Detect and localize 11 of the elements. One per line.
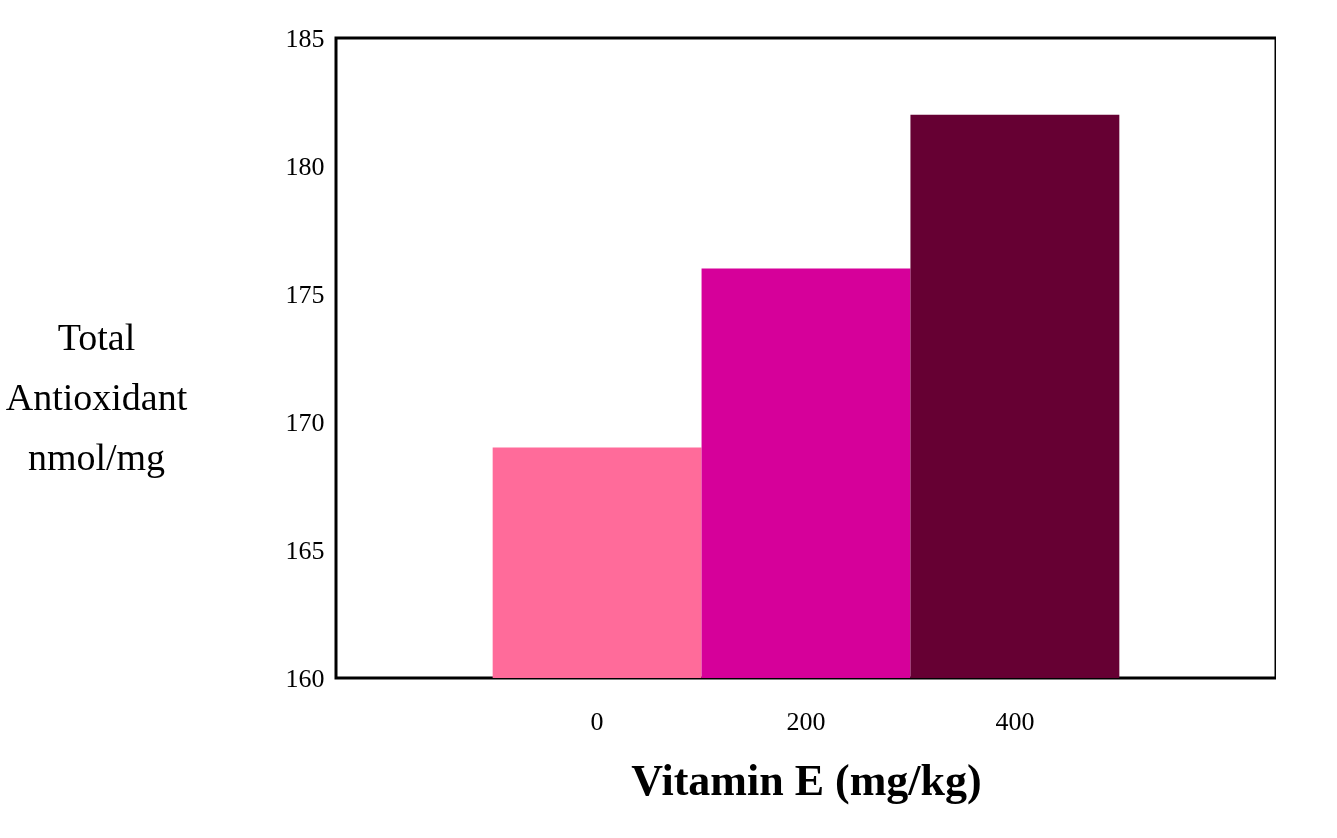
y-axis-title: Total Antioxidant nmol/mg [5, 315, 188, 478]
y-tick-label: 165 [285, 535, 325, 565]
y-tick-label: 185 [285, 23, 325, 53]
x-tick-label: 400 [995, 706, 1035, 736]
x-tick-label: 0 [590, 706, 604, 736]
y-tick-label: 160 [285, 663, 325, 693]
x-axis-title: Vitamin E (mg/kg) [631, 755, 982, 805]
y-tick-label: 175 [285, 279, 325, 309]
x-tick-label: 200 [786, 706, 826, 736]
y-tick-label: 170 [285, 407, 325, 437]
y-tick-label: 180 [285, 151, 325, 181]
